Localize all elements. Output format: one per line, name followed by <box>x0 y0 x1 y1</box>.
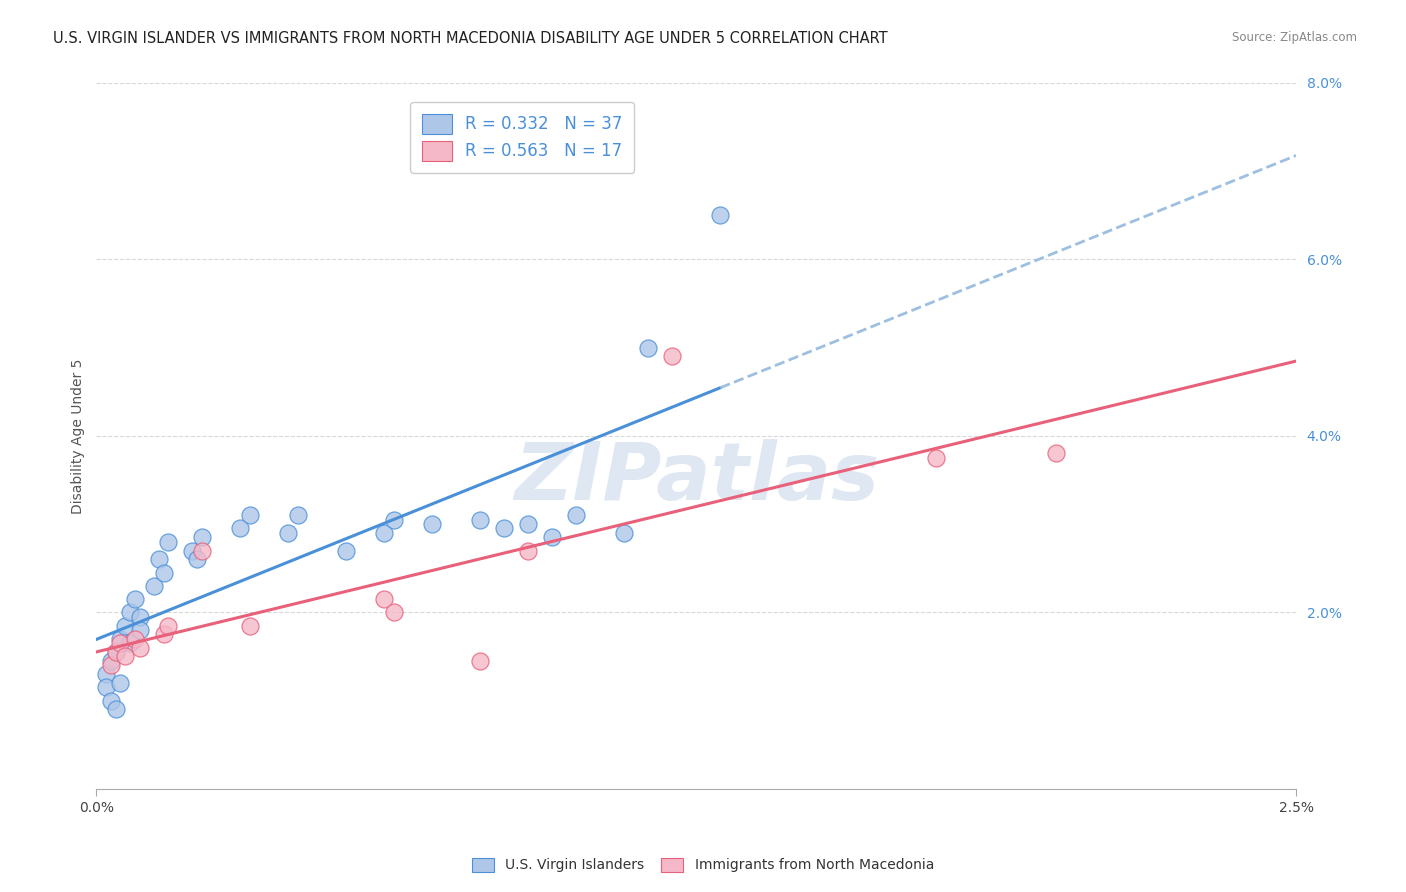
Point <box>661 350 683 364</box>
Point <box>191 543 214 558</box>
Point <box>128 609 150 624</box>
Point <box>229 521 252 535</box>
Point <box>104 645 127 659</box>
Point <box>373 525 395 540</box>
Point <box>157 534 180 549</box>
Point <box>124 592 146 607</box>
Point <box>142 579 165 593</box>
Point <box>420 517 443 532</box>
Point <box>152 627 174 641</box>
Point <box>517 543 540 558</box>
Point <box>287 508 309 523</box>
Point <box>157 618 180 632</box>
Point <box>110 636 132 650</box>
Point <box>239 508 262 523</box>
Point <box>1045 446 1067 460</box>
Point <box>470 654 492 668</box>
Point <box>565 508 588 523</box>
Point <box>494 521 516 535</box>
Point <box>104 645 127 659</box>
Point <box>925 450 948 465</box>
Text: U.S. VIRGIN ISLANDER VS IMMIGRANTS FROM NORTH MACEDONIA DISABILITY AGE UNDER 5 C: U.S. VIRGIN ISLANDER VS IMMIGRANTS FROM … <box>53 31 889 46</box>
Point <box>114 649 136 664</box>
Point <box>517 517 540 532</box>
Point <box>104 702 127 716</box>
Point <box>382 605 405 619</box>
Point <box>118 636 141 650</box>
Point <box>148 552 170 566</box>
Point <box>186 552 208 566</box>
Legend: U.S. Virgin Islanders, Immigrants from North Macedonia: U.S. Virgin Islanders, Immigrants from N… <box>467 852 939 878</box>
Point <box>94 667 117 681</box>
Point <box>613 525 636 540</box>
Point <box>110 676 132 690</box>
Point <box>118 605 141 619</box>
Point <box>94 681 117 695</box>
Point <box>335 543 357 558</box>
Point <box>100 693 122 707</box>
Point <box>373 592 395 607</box>
Point <box>181 543 204 558</box>
Point <box>541 530 564 544</box>
Point <box>382 513 405 527</box>
Point <box>191 530 214 544</box>
Point <box>128 640 150 655</box>
Point <box>100 654 122 668</box>
Legend: R = 0.332   N = 37, R = 0.563   N = 17: R = 0.332 N = 37, R = 0.563 N = 17 <box>411 102 634 172</box>
Point <box>100 658 122 673</box>
Text: ZIPatlas: ZIPatlas <box>513 439 879 517</box>
Y-axis label: Disability Age Under 5: Disability Age Under 5 <box>72 359 86 514</box>
Point <box>128 623 150 637</box>
Text: Source: ZipAtlas.com: Source: ZipAtlas.com <box>1232 31 1357 45</box>
Point <box>709 208 731 222</box>
Point <box>277 525 299 540</box>
Point <box>114 618 136 632</box>
Point <box>637 341 659 355</box>
Point <box>152 566 174 580</box>
Point <box>239 618 262 632</box>
Point <box>110 632 132 646</box>
Point <box>470 513 492 527</box>
Point <box>124 632 146 646</box>
